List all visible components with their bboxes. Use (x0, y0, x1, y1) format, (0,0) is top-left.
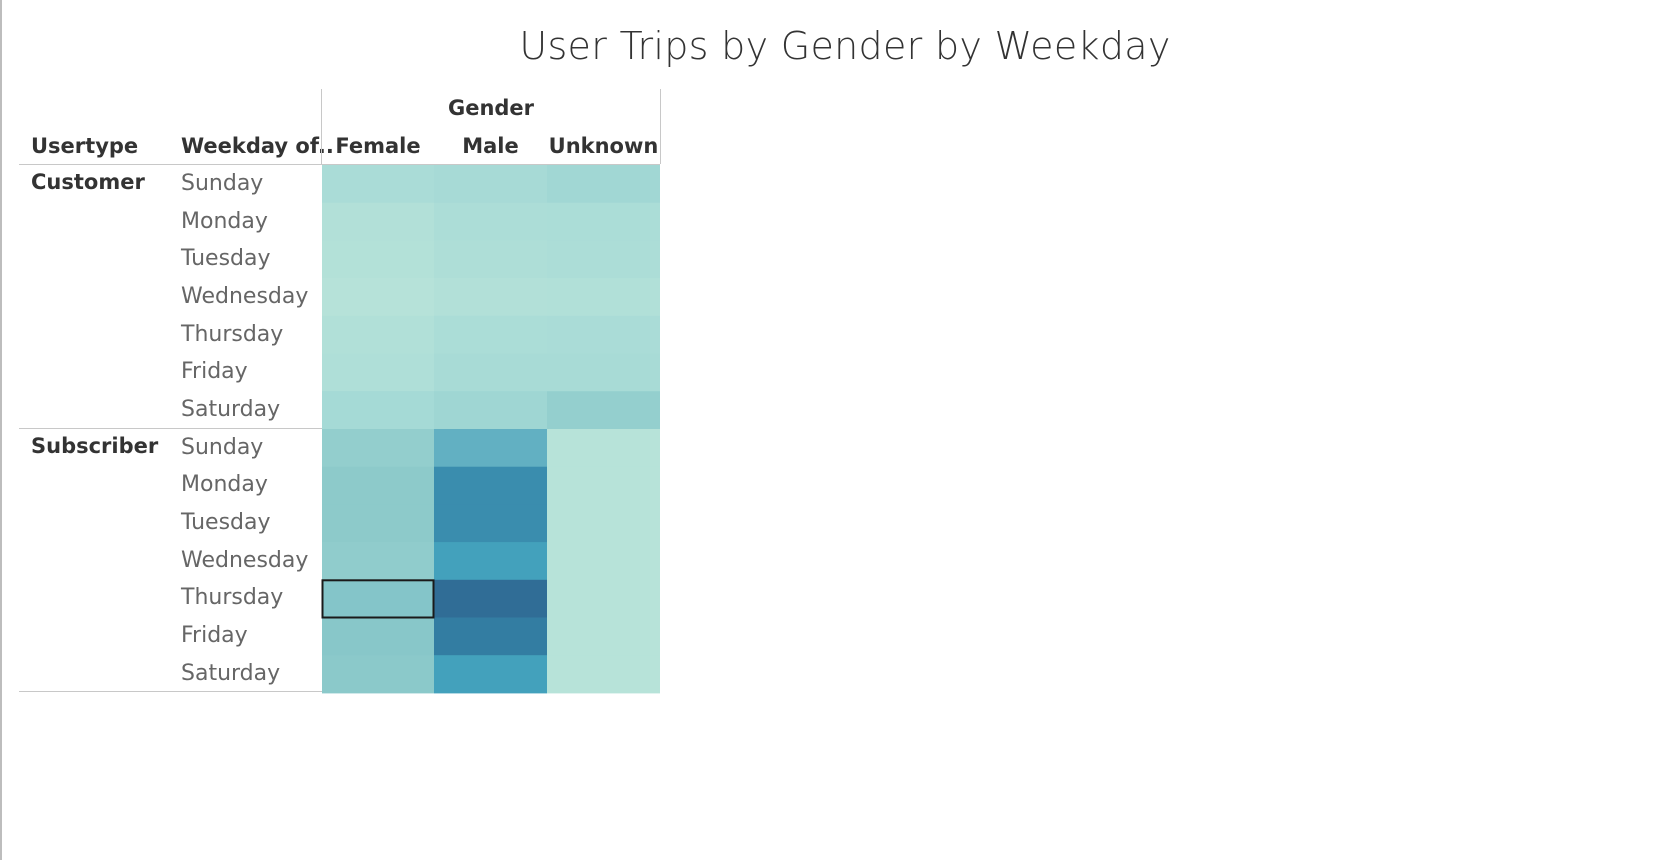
heatmap-cell-subscriber-wednesday-male[interactable] (434, 542, 547, 581)
row-label[interactable]: Monday (181, 472, 268, 497)
row-label[interactable]: Thursday (181, 322, 284, 347)
heatmap-cell-customer-thursday-unknown[interactable] (547, 315, 660, 354)
group-label-subscriber[interactable]: Subscriber (31, 434, 159, 458)
heatmap-cell-subscriber-friday-male[interactable] (434, 617, 547, 656)
heatmap-cell-subscriber-wednesday-female[interactable] (322, 542, 434, 581)
heatmap-cell-customer-tuesday-female[interactable] (322, 240, 434, 279)
column-header-male[interactable]: Male (462, 134, 519, 158)
heatmap-cell-subscriber-saturday-unknown[interactable] (547, 655, 660, 694)
row-label[interactable]: Thursday (181, 585, 284, 610)
heatmap-cell-subscriber-saturday-female[interactable] (322, 655, 434, 694)
row-label[interactable]: Wednesday (181, 548, 309, 573)
row-label[interactable]: Saturday (181, 397, 281, 422)
heatmap-cell-subscriber-sunday-female[interactable] (322, 429, 434, 468)
heatmap-cell-customer-sunday-female[interactable] (322, 165, 434, 204)
heatmap-cell-subscriber-monday-unknown[interactable] (547, 466, 660, 505)
heatmap-cell-customer-friday-female[interactable] (322, 353, 434, 392)
group-label-customer[interactable]: Customer (31, 170, 145, 194)
row-label[interactable]: Tuesday (181, 510, 271, 535)
heatmap-cell-customer-wednesday-unknown[interactable] (547, 278, 660, 317)
heatmap-cell-customer-wednesday-female[interactable] (322, 278, 434, 317)
row-label[interactable]: Sunday (181, 171, 264, 196)
heatmap-cell-subscriber-sunday-unknown[interactable] (547, 429, 660, 468)
heatmap-cell-customer-wednesday-male[interactable] (434, 278, 547, 317)
heatmap-cell-subscriber-tuesday-unknown[interactable] (547, 504, 660, 543)
usertype-header[interactable]: Usertype (31, 134, 139, 158)
heatmap-cell-customer-friday-male[interactable] (434, 353, 547, 392)
row-label[interactable]: Friday (181, 623, 248, 648)
row-label[interactable]: Monday (181, 209, 268, 234)
heatmap-cell-subscriber-friday-female[interactable] (322, 617, 434, 656)
heatmap-cell-subscriber-thursday-male[interactable] (434, 579, 547, 618)
heatmap-cell-customer-saturday-female[interactable] (322, 391, 434, 430)
heatmap-cell-customer-tuesday-unknown[interactable] (547, 240, 660, 279)
heatmap-cell-subscriber-tuesday-male[interactable] (434, 504, 547, 543)
selected-cell-outline (321, 579, 435, 619)
heatmap-cell-subscriber-thursday-female[interactable] (322, 579, 434, 618)
row-label[interactable]: Friday (181, 359, 248, 384)
chart-title: User Trips by Gender by Weekday (519, 24, 1171, 68)
row-label[interactable]: Tuesday (181, 246, 271, 271)
heatmap-cell-customer-sunday-unknown[interactable] (547, 165, 660, 204)
heatmap-cell-customer-monday-female[interactable] (322, 202, 434, 241)
left-border (0, 0, 2, 860)
heatmap-cell-customer-friday-unknown[interactable] (547, 353, 660, 392)
heatmap-cell-subscriber-sunday-male[interactable] (434, 429, 547, 468)
row-label[interactable]: Sunday (181, 435, 264, 460)
heatmap-cell-customer-monday-male[interactable] (434, 202, 547, 241)
column-header-right-border (660, 89, 661, 164)
heatmap-cell-customer-monday-unknown[interactable] (547, 202, 660, 241)
heatmap-cell-customer-sunday-male[interactable] (434, 165, 547, 204)
heatmap-cell-customer-saturday-unknown[interactable] (547, 391, 660, 430)
header-divider (19, 164, 660, 165)
column-header-left-border (321, 89, 322, 164)
heatmap-cell-customer-saturday-male[interactable] (434, 391, 547, 430)
heatmap-cell-customer-tuesday-male[interactable] (434, 240, 547, 279)
heatmap-cell-subscriber-tuesday-female[interactable] (322, 504, 434, 543)
column-header-unknown[interactable]: Unknown (548, 134, 659, 158)
heatmap-cell-customer-thursday-male[interactable] (434, 315, 547, 354)
heatmap-cell-subscriber-saturday-male[interactable] (434, 655, 547, 694)
heatmap-cell-subscriber-friday-unknown[interactable] (547, 617, 660, 656)
heatmap-cell-subscriber-thursday-unknown[interactable] (547, 579, 660, 618)
heatmap-cell-subscriber-monday-male[interactable] (434, 466, 547, 505)
heatmap-cell-subscriber-monday-female[interactable] (322, 466, 434, 505)
column-header-female[interactable]: Female (335, 134, 421, 158)
weekday-header[interactable]: Weekday of.. (181, 134, 334, 158)
heatmap-cell-subscriber-wednesday-unknown[interactable] (547, 542, 660, 581)
heatmap-cell-customer-thursday-female[interactable] (322, 315, 434, 354)
column-group-header: Gender (447, 96, 535, 120)
row-label[interactable]: Wednesday (181, 284, 309, 309)
row-label[interactable]: Saturday (181, 661, 281, 686)
